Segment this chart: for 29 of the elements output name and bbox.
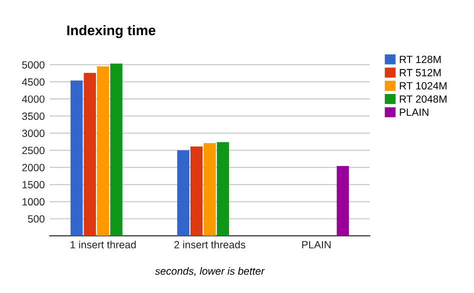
x-tick-label: 2 insert threads	[174, 240, 246, 248]
legend-label: RT 1024M	[400, 82, 446, 90]
legend-label: RT 512M	[400, 68, 441, 76]
y-tick-label: 2500	[22, 146, 45, 154]
y-tick-label: 4000	[22, 95, 45, 103]
bar	[110, 64, 122, 236]
bar	[97, 66, 110, 236]
bar	[336, 166, 349, 236]
y-tick-label: 1000	[22, 198, 45, 206]
bar	[84, 72, 96, 236]
bar	[70, 80, 83, 236]
bar	[190, 146, 203, 236]
y-tick-label: 500	[28, 215, 45, 223]
y-tick-label: 3500	[22, 112, 45, 120]
y-tick-label: 2000	[22, 164, 45, 172]
chart-title: Indexing time	[67, 25, 156, 38]
legend-label: PLAIN	[400, 108, 428, 116]
y-tick-label: 4500	[22, 78, 45, 86]
legend-label: RT 2048M	[400, 95, 446, 103]
y-tick-label: 3000	[22, 130, 45, 138]
bar	[204, 143, 216, 236]
legend-label: RT 128M	[400, 56, 441, 64]
y-tick-label: 5000	[22, 61, 45, 69]
bar	[216, 142, 230, 236]
x-tick-label: PLAIN	[302, 241, 331, 248]
y-tick-label: 1500	[22, 181, 45, 188]
x-tick-label: 1 insert thread	[70, 240, 136, 248]
x-axis-title: seconds, lower is better	[155, 267, 265, 276]
bar	[177, 150, 190, 236]
